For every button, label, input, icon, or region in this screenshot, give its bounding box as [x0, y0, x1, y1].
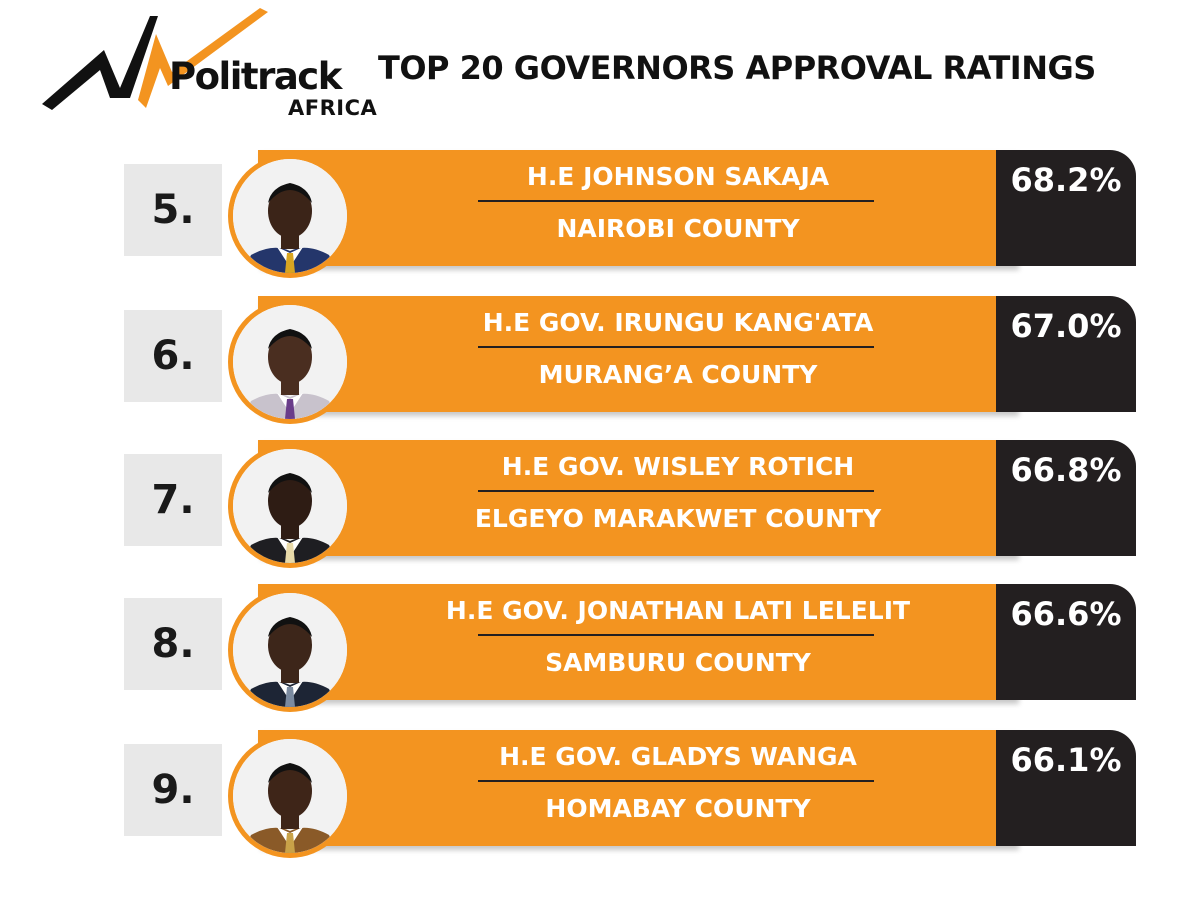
rank-badge: 7. — [124, 454, 222, 546]
rating-tab — [996, 296, 1136, 412]
governor-photo — [233, 739, 347, 853]
rating-value: 66.6% — [1010, 595, 1122, 633]
logo-zigzag-icon — [42, 8, 268, 110]
name-bar — [258, 150, 1016, 266]
governor-name: H.E GOV. JONATHAN LATI LELELIT — [445, 596, 911, 625]
governor-photo-frame — [228, 300, 352, 424]
name-divider — [478, 780, 874, 782]
governor-name: H.E GOV. GLADYS WANGA — [499, 742, 857, 771]
name-bar — [258, 730, 1016, 846]
name-divider — [478, 490, 874, 492]
governor-photo — [233, 593, 347, 707]
rating-tab — [996, 440, 1136, 556]
rank-number: 5. — [151, 187, 195, 233]
rating-tab — [996, 584, 1136, 700]
rank-number: 6. — [151, 333, 195, 379]
county-name: MURANG’A COUNTY — [538, 360, 818, 389]
rank-badge: 5. — [124, 164, 222, 256]
governor-name: H.E GOV. IRUNGU KANG'ATA — [482, 308, 874, 337]
page-title: TOP 20 GOVERNORS APPROVAL RATINGS — [378, 49, 1096, 87]
rank-badge: 8. — [124, 598, 222, 690]
county-name: NAIROBI COUNTY — [556, 214, 800, 243]
name-divider — [478, 634, 874, 636]
rating-value: 66.8% — [1010, 451, 1122, 489]
rating-tab — [996, 150, 1136, 266]
rating-value: 68.2% — [1010, 161, 1122, 199]
rating-tab — [996, 730, 1136, 846]
rank-badge: 6. — [124, 310, 222, 402]
rating-row-5: 5. 68.2% H.E JOHNSON SAKAJA NAIROBI COUN… — [0, 150, 1200, 278]
politrack-logo: Politrack AFRICA — [38, 6, 377, 124]
rank-number: 9. — [151, 767, 195, 813]
name-bar — [258, 584, 1016, 700]
governor-photo-frame — [228, 154, 352, 278]
name-bar — [258, 440, 1016, 556]
name-divider — [478, 346, 874, 348]
rating-value: 66.1% — [1010, 741, 1122, 779]
rating-row-9: 9. 66.1% H.E GOV. GLADYS WANGA HOMABAY C… — [0, 730, 1200, 858]
governor-name: H.E GOV. WISLEY ROTICH — [501, 452, 855, 481]
governor-photo-frame — [228, 444, 352, 568]
county-name: SAMBURU COUNTY — [545, 648, 811, 677]
rating-row-6: 6. 67.0% H.E GOV. IRUNGU KANG'ATA MURANG… — [0, 296, 1200, 424]
governor-name: H.E JOHNSON SAKAJA — [526, 162, 830, 191]
name-bar — [258, 296, 1016, 412]
rating-value: 67.0% — [1010, 307, 1122, 345]
rating-row-8: 8. 66.6% H.E GOV. JONATHAN LATI LELELIT … — [0, 584, 1200, 712]
rank-number: 8. — [151, 621, 195, 667]
governor-photo — [233, 159, 347, 273]
rank-badge: 9. — [124, 744, 222, 836]
governor-photo — [233, 305, 347, 419]
governor-photo-frame — [228, 588, 352, 712]
governor-photo-frame — [228, 734, 352, 858]
rank-number: 7. — [151, 477, 195, 523]
brand-name: Politrack — [169, 55, 342, 98]
name-divider — [478, 200, 874, 202]
county-name: HOMABAY COUNTY — [545, 794, 811, 823]
brand-sub: AFRICA — [288, 96, 378, 120]
county-name: ELGEYO MARAKWET COUNTY — [474, 504, 882, 533]
rating-row-7: 7. 66.8% H.E GOV. WISLEY ROTICH ELGEYO M… — [0, 440, 1200, 568]
governor-photo — [233, 449, 347, 563]
